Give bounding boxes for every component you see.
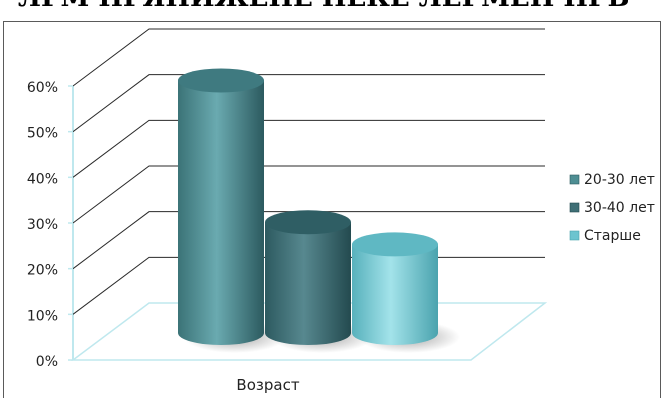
bar-body xyxy=(265,222,351,345)
page-heading-fragment: ЛРМ ПРЯНИЖЕНЕ ПЕКЕ ЛЕРМЕН ПРВ xyxy=(0,0,664,18)
y-tick-label: 20% xyxy=(27,263,58,279)
gridline xyxy=(72,211,545,270)
legend: 20-30 лет 30-40 лет Старше xyxy=(569,172,655,244)
legend-swatch-30-40 xyxy=(569,202,580,213)
bar-body xyxy=(178,80,264,345)
y-tick-label: 40% xyxy=(27,171,58,187)
bar-Старше xyxy=(352,232,460,353)
bar-body xyxy=(352,244,438,345)
legend-label-older: Старше xyxy=(584,228,641,244)
y-tick-label: 30% xyxy=(27,217,58,233)
y-tick-label: 50% xyxy=(27,126,58,142)
bar-top xyxy=(265,210,351,235)
legend-label-20-30: 20-30 лет xyxy=(584,172,655,188)
y-tick-label: 10% xyxy=(27,308,58,324)
gridline xyxy=(72,119,545,178)
gridline xyxy=(72,74,545,133)
legend-label-30-40: 30-40 лет xyxy=(584,200,655,216)
y-tick-label: 60% xyxy=(27,80,58,96)
y-tick-label: 0% xyxy=(36,354,58,370)
legend-swatch-older xyxy=(569,230,580,241)
bar-20-30 лет xyxy=(178,68,286,353)
bar-top xyxy=(352,232,438,257)
bar-30-40 лет xyxy=(265,210,373,353)
bar-top xyxy=(178,68,264,93)
category-label: Возраст xyxy=(236,376,299,394)
gridline xyxy=(72,28,545,87)
legend-swatch-20-30 xyxy=(569,174,580,185)
gridline xyxy=(72,165,545,224)
